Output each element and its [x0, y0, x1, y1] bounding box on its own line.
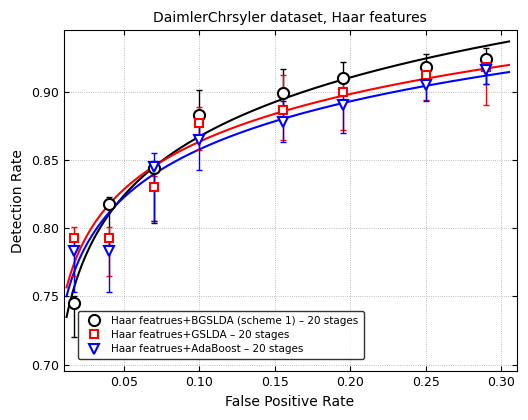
Haar featrues+AdaBoost – 20 stages [71, 249, 77, 254]
Haar featrues+GSLDA – 20 stages [279, 107, 286, 112]
Haar featrues+AdaBoost – 20 stages [483, 68, 489, 73]
Haar featrues+BGSLDA (scheme 1) – 20 stages [71, 301, 77, 306]
Haar featrues+BGSLDA (scheme 1) – 20 stages [106, 201, 112, 206]
Haar featrues+AdaBoost – 20 stages [423, 82, 429, 87]
Title: DaimlerChrsyler dataset, Haar features: DaimlerChrsyler dataset, Haar features [153, 11, 427, 25]
Haar featrues+BGSLDA (scheme 1) – 20 stages [340, 76, 346, 81]
Haar featrues+BGSLDA (scheme 1) – 20 stages [196, 113, 203, 118]
Haar featrues+GSLDA – 20 stages [106, 235, 112, 240]
Haar featrues+BGSLDA (scheme 1) – 20 stages [279, 91, 286, 96]
Legend: Haar featrues+BGSLDA (scheme 1) – 20 stages, Haar featrues+GSLDA – 20 stages, Ha: Haar featrues+BGSLDA (scheme 1) – 20 sta… [78, 311, 364, 360]
Haar featrues+GSLDA – 20 stages [483, 65, 489, 70]
Line: Haar featrues+BGSLDA (scheme 1) – 20 stages: Haar featrues+BGSLDA (scheme 1) – 20 sta… [69, 53, 492, 309]
Haar featrues+GSLDA – 20 stages [340, 89, 346, 94]
Haar featrues+GSLDA – 20 stages [196, 121, 203, 126]
Haar featrues+GSLDA – 20 stages [71, 235, 77, 240]
Haar featrues+BGSLDA (scheme 1) – 20 stages [483, 57, 489, 62]
Haar featrues+AdaBoost – 20 stages [151, 164, 157, 169]
X-axis label: False Positive Rate: False Positive Rate [225, 395, 355, 409]
Line: Haar featrues+AdaBoost – 20 stages: Haar featrues+AdaBoost – 20 stages [69, 65, 491, 256]
Haar featrues+GSLDA – 20 stages [151, 185, 157, 190]
Line: Haar featrues+GSLDA – 20 stages: Haar featrues+GSLDA – 20 stages [70, 63, 491, 242]
Haar featrues+AdaBoost – 20 stages [279, 119, 286, 124]
Y-axis label: Detection Rate: Detection Rate [11, 149, 25, 253]
Haar featrues+GSLDA – 20 stages [423, 73, 429, 78]
Haar featrues+AdaBoost – 20 stages [106, 249, 112, 254]
Haar featrues+AdaBoost – 20 stages [196, 137, 203, 142]
Haar featrues+BGSLDA (scheme 1) – 20 stages [423, 65, 429, 70]
Haar featrues+BGSLDA (scheme 1) – 20 stages [151, 166, 157, 171]
Haar featrues+AdaBoost – 20 stages [340, 103, 346, 108]
